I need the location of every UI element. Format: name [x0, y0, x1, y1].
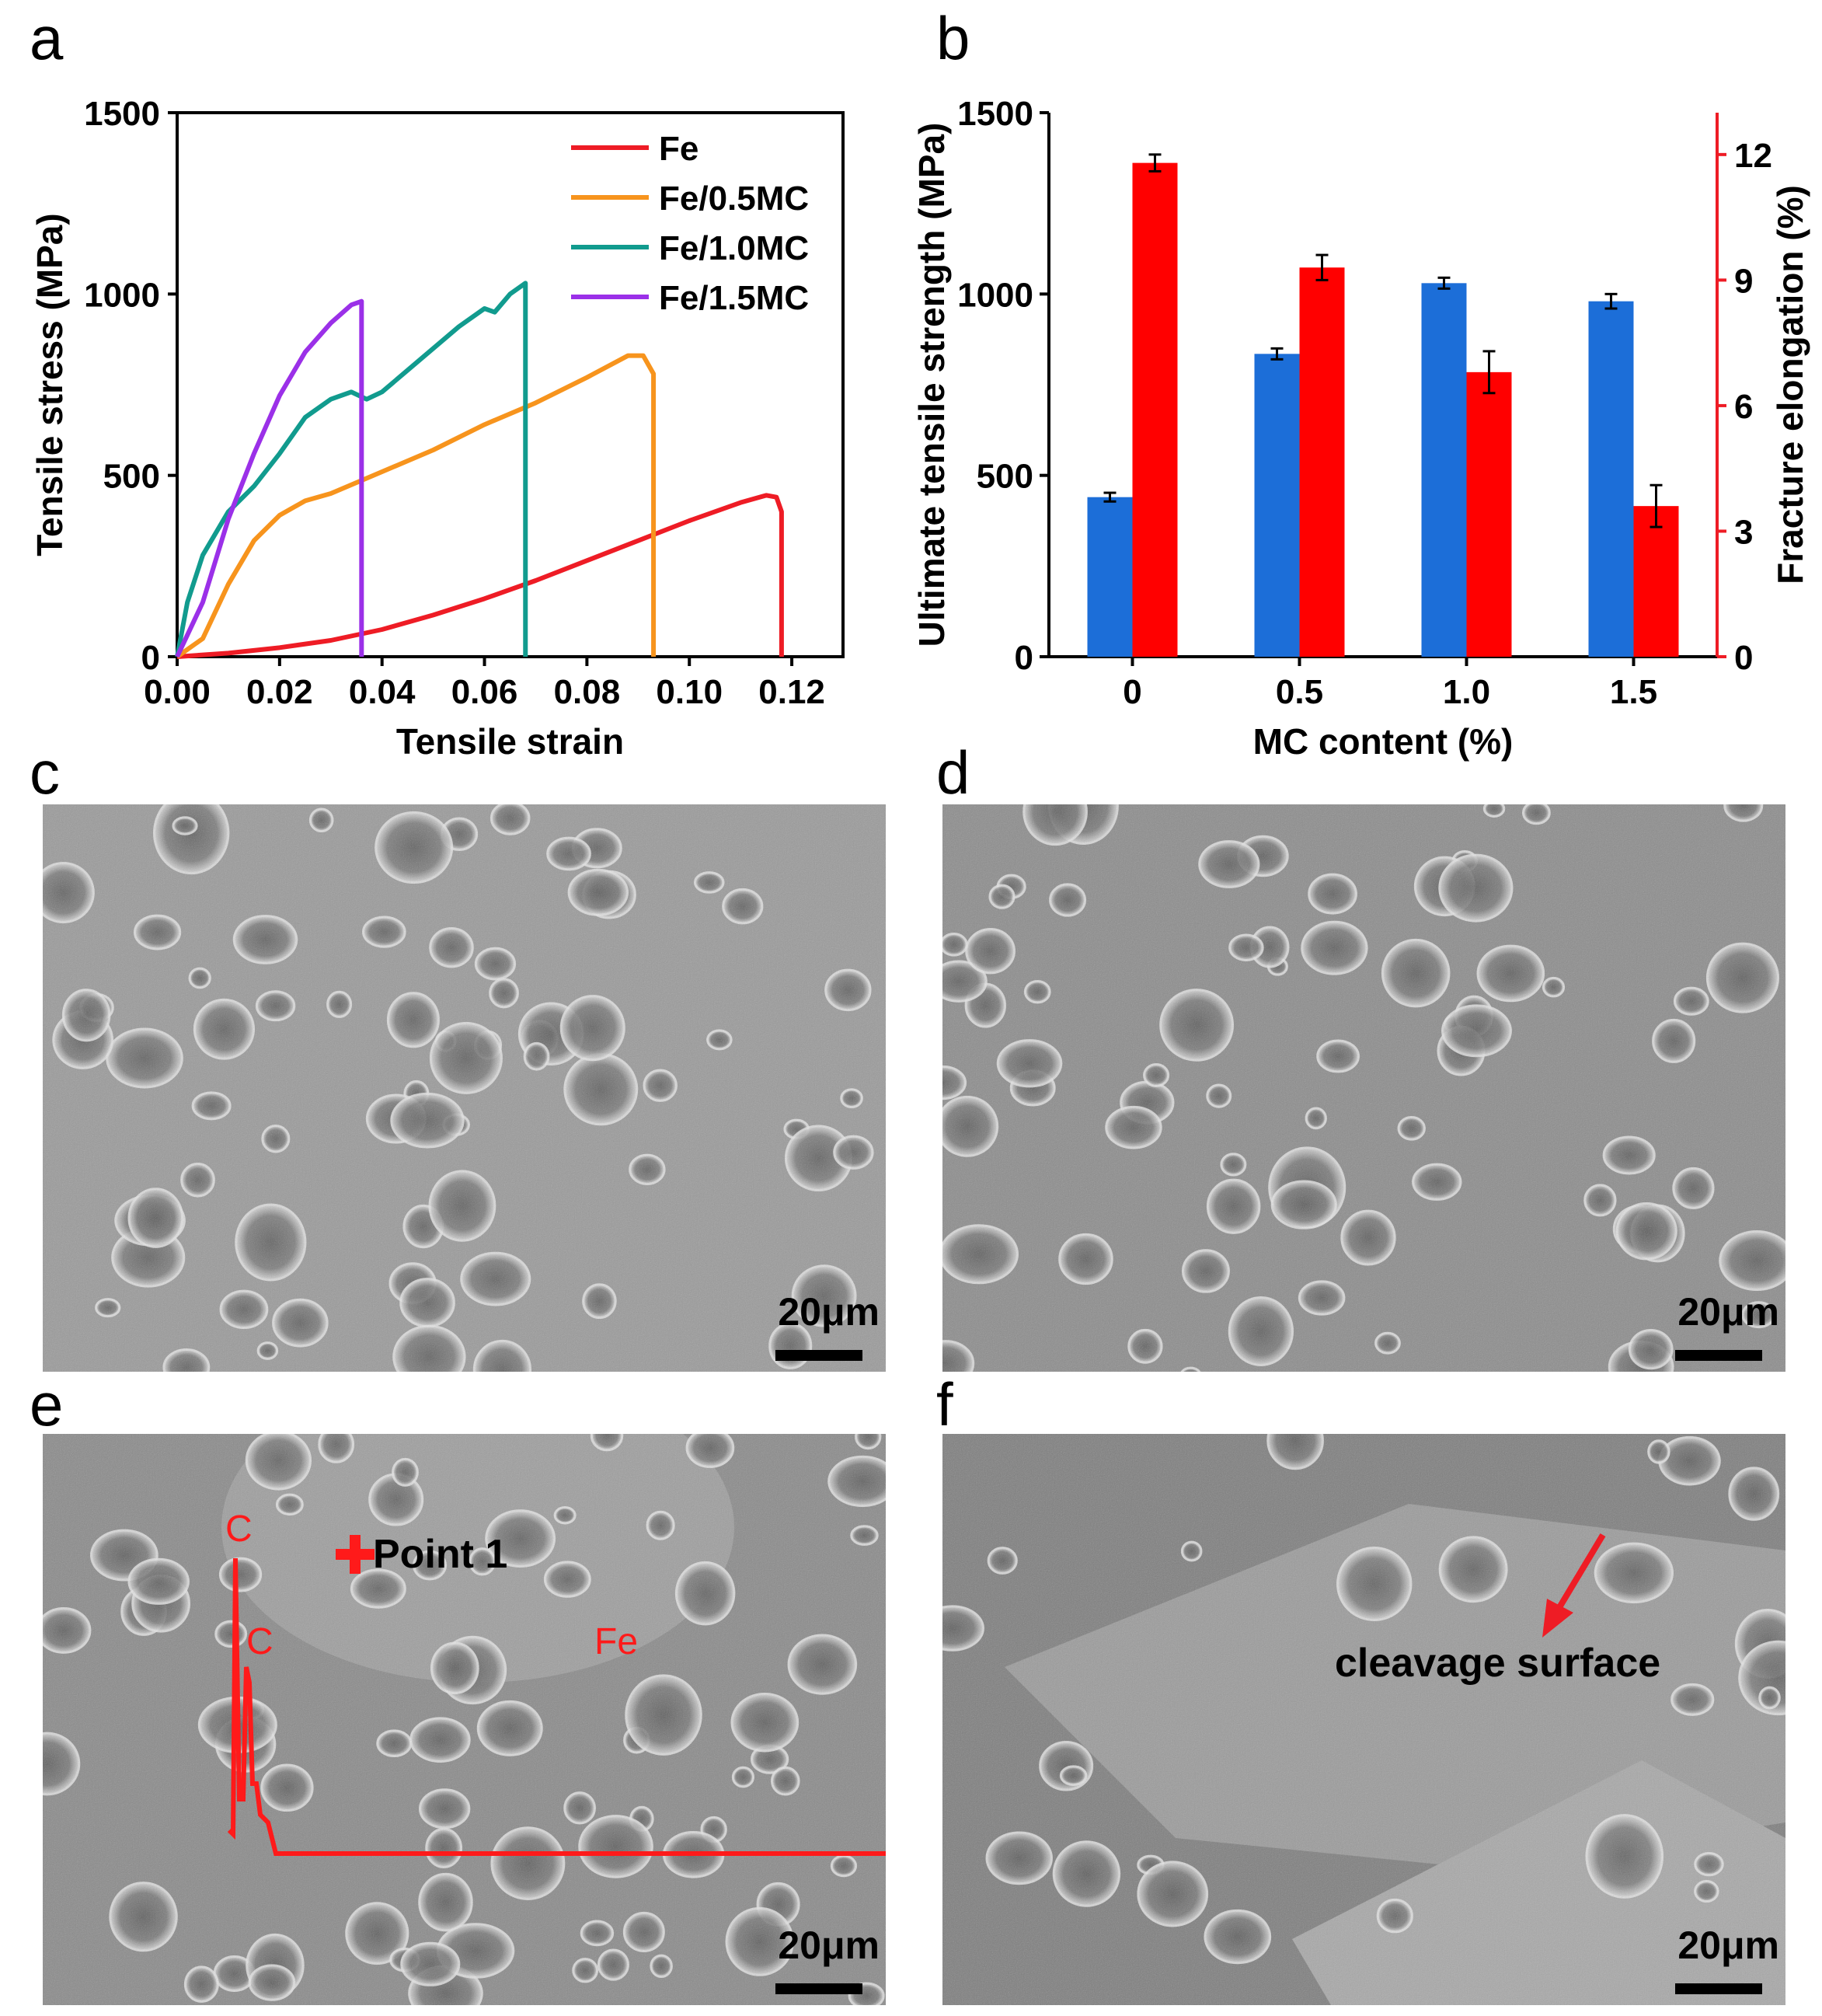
scale-bar	[775, 1350, 862, 1361]
sem-image-c: 20μm	[43, 804, 886, 1372]
y2-axis-label: Fracture elongation (%)	[1770, 185, 1810, 584]
scale-bar-label: 20μm	[778, 1290, 880, 1334]
panel-label-d: d	[936, 738, 970, 807]
strength-bar	[1254, 354, 1300, 657]
x-tick-label: 1.0	[1443, 673, 1490, 711]
y-axis-label: Ultimate tensile strength (MPa)	[911, 123, 952, 647]
panel-label-e: e	[30, 1370, 64, 1439]
sem-texture-c	[43, 804, 886, 1372]
cleavage-arrow	[1542, 1533, 1606, 1638]
y2-tick-label: 9	[1734, 262, 1753, 300]
y-tick-label: 500	[103, 458, 160, 496]
x-tick-label: 0.12	[758, 673, 825, 711]
series-line-fe-0-5mc	[176, 353, 657, 659]
x-tick-label: 0.04	[349, 673, 416, 711]
sem-texture-f	[942, 1434, 1785, 2005]
scale-bar	[1675, 1350, 1762, 1361]
x-tick-label: 0.06	[451, 673, 518, 711]
x-tick-label: 0	[1123, 673, 1141, 711]
legend-label: Fe/1.5MC	[659, 279, 809, 317]
series-line-fe-1-5mc	[175, 298, 364, 658]
x-tick-label: 0.08	[554, 673, 621, 711]
legend-label: Fe	[659, 130, 698, 168]
x-tick-label: 1.5	[1610, 673, 1657, 711]
sem-texture-e	[43, 1434, 886, 2005]
y-axis-label: Tensile stress (MPa)	[30, 213, 70, 556]
panel-label-f: f	[936, 1370, 953, 1439]
scale-bar	[775, 1983, 862, 1994]
strength-bar	[1421, 283, 1467, 657]
scale-bar-label: 20μm	[1677, 1290, 1779, 1334]
y2-tick-label: 6	[1734, 388, 1753, 426]
y-tick-label: 0	[1015, 639, 1033, 677]
strength-bar	[1087, 497, 1133, 657]
y2-tick-label: 0	[1734, 639, 1753, 677]
sem-image-d: 20μm	[942, 804, 1785, 1372]
elongation-bar	[1299, 267, 1345, 657]
elongation-bar	[1466, 371, 1512, 657]
panel-label-a: a	[30, 4, 64, 72]
y-tick-label: 1000	[957, 276, 1033, 314]
y-tick-label: 1500	[84, 95, 160, 133]
series-line-fe	[176, 493, 784, 659]
x-tick-label: 0.00	[144, 673, 211, 711]
eds-peak-label-c2: C	[246, 1621, 273, 1662]
strength-bar	[1588, 301, 1634, 657]
point-1-label: Point 1	[373, 1532, 508, 1577]
plot-frame	[176, 111, 845, 658]
scale-bar-label: 20μm	[778, 1924, 880, 1967]
x-tick-label: 0.02	[246, 673, 313, 711]
y-tick-label: 1000	[84, 276, 160, 314]
panel-label-c: c	[30, 738, 60, 807]
x-tick-label: 0.5	[1276, 673, 1323, 711]
sem-texture-d	[942, 804, 1785, 1372]
y2-tick-label: 12	[1734, 137, 1772, 175]
y2-tick-label: 3	[1734, 513, 1753, 551]
strength-elongation-chart: 0 500 1000 1500 0 3 6 9 12 0 0.5 1.0 1.5 MC content (…	[911, 95, 1810, 762]
x-axis-label: Tensile strain	[396, 721, 624, 762]
y-tick-label: 0	[141, 639, 160, 677]
legend-label: Fe/1.0MC	[659, 229, 809, 267]
panel-label-b: b	[936, 4, 970, 72]
point-1-marker	[336, 1535, 375, 1574]
stress-strain-chart: 0.00 0.02 0.04 0.06 0.08 0.10 0.12 0 500 1000 1500…	[30, 95, 845, 762]
x-tick-label: 0.10	[656, 673, 723, 711]
elongation-bar	[1132, 162, 1178, 657]
x-axis-label: MC content (%)	[1253, 721, 1514, 762]
y-tick-label: 500	[977, 458, 1033, 496]
sem-image-f: cleavage surface 20μm	[942, 1434, 1785, 2005]
legend-label: Fe/0.5MC	[659, 180, 809, 218]
scale-bar	[1675, 1983, 1762, 1994]
series-line-fe-1-0mc	[175, 281, 528, 657]
elongation-bar	[1633, 506, 1679, 657]
eds-peak-label-c1: C	[225, 1509, 253, 1550]
sem-image-e: Point 1 C C Fe 20μm	[43, 1434, 886, 2005]
eds-peak-label-fe: Fe	[594, 1621, 639, 1662]
y-tick-label: 1500	[957, 95, 1033, 133]
cleavage-surface-label: cleavage surface	[1335, 1641, 1661, 1686]
scale-bar-label: 20μm	[1677, 1924, 1779, 1967]
eds-spectrum	[227, 1557, 886, 1856]
